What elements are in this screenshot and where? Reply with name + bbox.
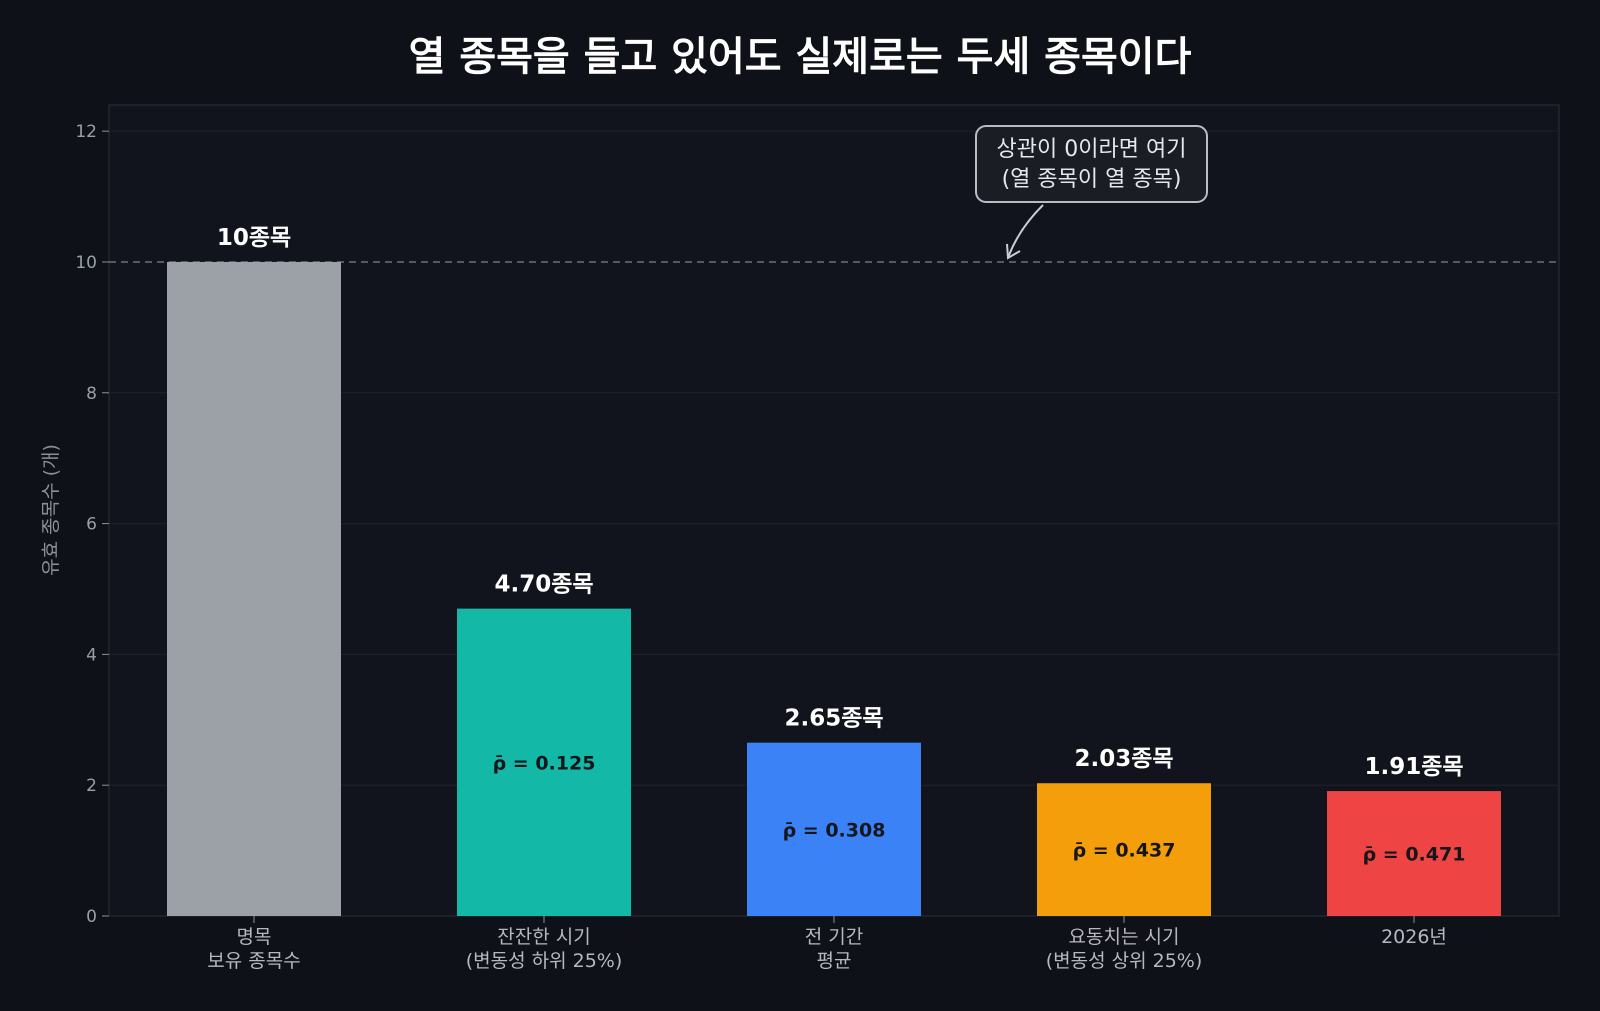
- bar-value-label: 1.91종목: [1364, 754, 1463, 780]
- x-tick-label: 명목: [237, 926, 272, 948]
- y-tick-label: 2: [86, 776, 97, 796]
- bar: [1327, 791, 1501, 916]
- bars: 10종목 4.70종목 ρ̄ = 0.125 2.65종목 ρ̄ = 0.308 2.03…: [167, 225, 1501, 916]
- bar-value-label: 4.70종목: [494, 572, 593, 598]
- y-tick-label: 12: [75, 122, 97, 142]
- y-tick-label: 4: [86, 645, 97, 665]
- x-tick-label: (변동성 하위 25%): [466, 950, 623, 972]
- annotation-arrow: [1007, 204, 1044, 259]
- y-tick-label: 10: [75, 253, 97, 273]
- annotation-arrow-head: [1006, 243, 1021, 260]
- y-tick-label: 0: [86, 907, 97, 927]
- bar-value-label: 2.65종목: [784, 706, 883, 732]
- x-tick-label: 평균: [817, 950, 852, 972]
- x-tick-label: 보유 종목수: [207, 950, 300, 972]
- y-axis: 0 2 4 6 8 10 12: [75, 122, 109, 927]
- x-tick-label: 전 기간: [805, 926, 863, 948]
- y-tick-label: 6: [86, 515, 97, 535]
- x-tick-label: (변동성 상위 25%): [1046, 950, 1203, 972]
- y-axis-label: 유효 종목수 (개): [40, 444, 62, 576]
- annotation-box: [975, 125, 1208, 203]
- bar: [167, 261, 341, 916]
- chart-title: 열 종목을 들고 있어도 실제로는 두세 종목이다: [409, 34, 1192, 80]
- reference-annotation: 상관이 0이라면 여기 (열 종목이 열 종목): [975, 125, 1208, 260]
- x-tick-label: 잔잔한 시기: [497, 926, 590, 948]
- annotation-text: 상관이 0이라면 여기: [997, 137, 1187, 162]
- grid-lines: [109, 130, 1559, 786]
- bar-rho-label: ρ̄ = 0.437: [1073, 840, 1176, 862]
- bar: [1037, 783, 1211, 916]
- x-tick-label: 2026년: [1381, 926, 1447, 948]
- bar-rho-label: ρ̄ = 0.308: [783, 819, 886, 841]
- y-tick-label: 8: [86, 384, 97, 404]
- bar: [747, 742, 921, 916]
- x-tick-label: 요동치는 시기: [1069, 926, 1180, 948]
- bar-rho-label: ρ̄ = 0.471: [1363, 844, 1466, 866]
- bar-value-label: 10종목: [217, 225, 291, 251]
- bar: [457, 608, 631, 916]
- bar-value-label: 2.03종목: [1074, 746, 1173, 772]
- annotation-text: (열 종목이 열 종목): [1002, 167, 1182, 192]
- bar-rho-label: ρ̄ = 0.125: [493, 752, 596, 774]
